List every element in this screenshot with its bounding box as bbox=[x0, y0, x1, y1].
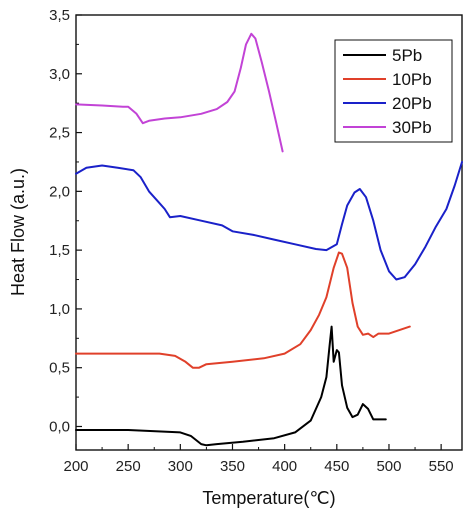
y-tick-label: 2,5 bbox=[49, 125, 70, 142]
x-tick-label: 200 bbox=[63, 458, 88, 475]
y-tick-label: 0,0 bbox=[49, 418, 70, 435]
axis-ticks: 200 250 300 350 400 450 500 550 0,0 0,5 1,0 1,5 2,0 2… bbox=[49, 7, 454, 475]
x-tick-label: 450 bbox=[324, 458, 349, 475]
series-line-20Pb bbox=[75, 161, 463, 281]
series-line-10Pb bbox=[75, 251, 411, 369]
x-tick-label: 300 bbox=[168, 458, 193, 475]
legend-label-5Pb: 5Pb bbox=[392, 46, 422, 65]
y-tick-label: 1,5 bbox=[49, 242, 70, 259]
x-tick-label: 500 bbox=[376, 458, 401, 475]
series-lines bbox=[75, 32, 463, 447]
legend-label-30Pb: 30Pb bbox=[392, 118, 432, 137]
y-tick-label: 0,5 bbox=[49, 360, 70, 377]
x-axis-title: Temperature(℃) bbox=[202, 488, 335, 508]
y-tick-label: 3,5 bbox=[49, 7, 70, 24]
x-tick-label: 350 bbox=[220, 458, 245, 475]
y-tick-label: 2,0 bbox=[49, 183, 70, 200]
plot-frame bbox=[75, 14, 463, 451]
series-line-5Pb bbox=[75, 325, 387, 447]
legend-label-20Pb: 20Pb bbox=[392, 94, 432, 113]
y-tick-label: 3,0 bbox=[49, 66, 70, 83]
legend-label-10Pb: 10Pb bbox=[392, 70, 432, 89]
series-line-30Pb bbox=[75, 32, 284, 153]
x-tick-label: 400 bbox=[272, 458, 297, 475]
y-axis-title: Heat Flow (a.u.) bbox=[8, 168, 28, 296]
x-tick-label: 250 bbox=[116, 458, 141, 475]
legend: 5Pb 10Pb 20Pb 30Pb bbox=[334, 39, 453, 143]
y-tick-label: 1,0 bbox=[49, 301, 70, 318]
legend-box bbox=[334, 39, 453, 143]
x-tick-label: 550 bbox=[429, 458, 454, 475]
